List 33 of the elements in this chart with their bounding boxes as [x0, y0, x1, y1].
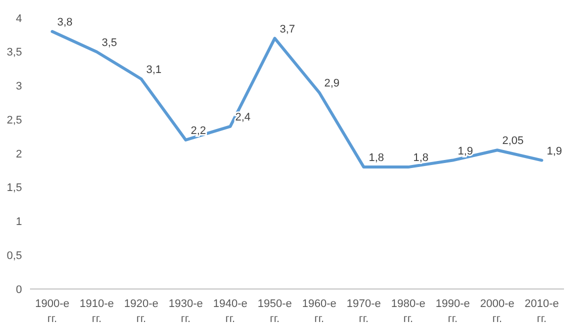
data-label: 3,7 [280, 23, 296, 36]
y-tick-label: 2,5 [6, 114, 22, 126]
x-tick-label: 2010-е гг. [524, 298, 559, 325]
data-label: 2,4 [235, 111, 251, 124]
x-tick-label: 1950-е гг. [258, 298, 292, 325]
x-tick-label: 1930-е гг. [168, 298, 203, 325]
data-label: 1,9 [546, 145, 562, 158]
y-tick-label: 1 [16, 216, 22, 228]
x-tick-label: 1940-е гг. [213, 298, 248, 325]
data-label: 2,05 [502, 135, 524, 148]
data-label: 3,1 [146, 64, 162, 76]
x-tick-label: 2000-е гг. [480, 298, 514, 325]
y-tick-label: 4 [16, 12, 22, 25]
x-tick-label: 1900-е гг. [35, 298, 70, 325]
data-label: 2,9 [324, 78, 340, 90]
y-tick-label: 1,5 [6, 182, 22, 194]
data-label: 2,2 [190, 124, 206, 137]
y-tick-label: 0,5 [6, 250, 22, 262]
x-tick-label: 1920-е гг. [124, 298, 158, 325]
data-label: 3,8 [57, 16, 73, 29]
x-tick-label: 1980-е гг. [391, 298, 426, 325]
y-tick-label: 3,5 [6, 46, 22, 59]
y-tick-label: 3 [16, 80, 22, 93]
x-tick-label: 1960-е гг. [302, 298, 336, 325]
x-tick-label: 1910-е гг. [80, 298, 114, 325]
data-label: 3,5 [102, 36, 118, 49]
x-tick-label: 1990-е гг. [436, 298, 470, 325]
y-tick-label: 0 [16, 284, 22, 296]
data-label: 1,8 [413, 152, 429, 164]
x-tick-label: 1970-е гг. [346, 298, 381, 325]
data-label: 1,8 [368, 152, 384, 164]
y-tick-label: 2 [16, 148, 22, 160]
data-label: 1,9 [458, 145, 474, 158]
